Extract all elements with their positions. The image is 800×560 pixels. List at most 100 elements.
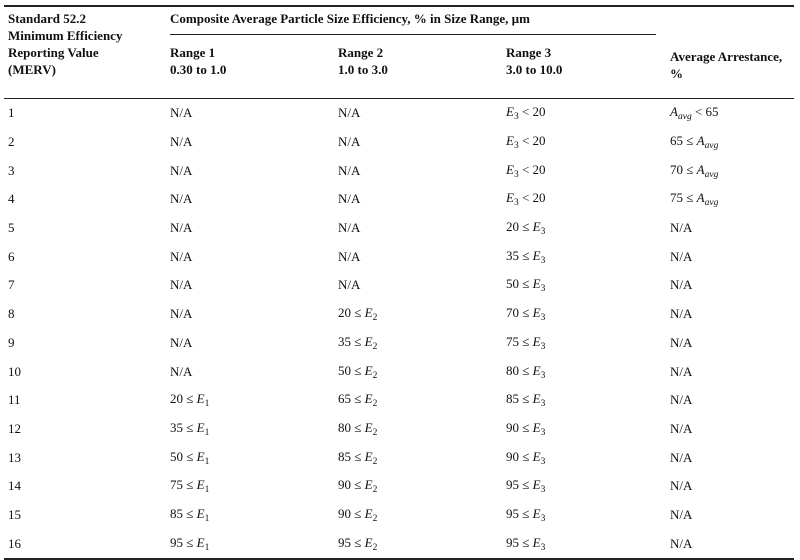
range2-cell: N/A [338,191,361,207]
range2-cell: 50 ≤ E2 [338,362,378,381]
table-row: 9 N/A 35 ≤ E2 75 ≤ E3 N/A [4,329,794,358]
merv-table: Standard 52.2 Minimum Efficiency Reporti… [4,5,795,560]
arrestance-column-header: Average Arrestance, % [662,6,794,99]
range3-cell: E3 < 20 [506,104,546,123]
arrestance-cell: N/A [670,449,693,465]
range3-cell: 95 ≤ E3 [506,477,546,496]
table-row: 2 N/A N/A E3 < 20 65 ≤ Aavg [4,128,794,157]
range2-cell: N/A [338,277,361,293]
range1-cell: N/A [170,162,193,178]
range2-cell: N/A [338,105,361,121]
range3-cell: 95 ≤ E3 [506,505,546,524]
arrestance-cell: N/A [670,420,693,436]
merv-cell: 11 [8,392,21,408]
merv-cell: 10 [8,363,21,379]
merv-cell: 13 [8,449,21,465]
range2-cell: N/A [338,220,361,236]
range1-cell: N/A [170,220,193,236]
range1-cell: 75 ≤ E1 [170,477,210,496]
range3-cell: 35 ≤ E3 [506,247,546,266]
range1-cell: N/A [170,248,193,264]
table-row: 4 N/A N/A E3 < 20 75 ≤ Aavg [4,185,794,214]
range3-cell: 90 ≤ E3 [506,448,546,467]
table-row: 5 N/A N/A 20 ≤ E3 N/A [4,214,794,243]
merv-cell: 5 [8,220,15,236]
range2-span: 1.0 to 3.0 [338,62,388,77]
arrestance-cell: N/A [670,277,693,293]
group-underline [170,33,657,35]
table-row: 3 N/A N/A E3 < 20 70 ≤ Aavg [4,156,794,185]
range2-cell: N/A [338,162,361,178]
arrestance-header-line: % [670,66,684,81]
table-row: 8 N/A 20 ≤ E2 70 ≤ E3 N/A [4,300,794,329]
table-body: 1 N/A N/A E3 < 20 Aavg < 65 2 N/A N/A E3 < 20 65 … [4,99,795,560]
table-row: 12 35 ≤ E1 80 ≤ E2 90 ≤ E3 N/A [4,415,794,444]
merv-cell: 12 [8,420,21,436]
merv-cell: 1 [8,105,15,121]
table-row: 11 20 ≤ E1 65 ≤ E2 85 ≤ E3 N/A [4,386,794,415]
range2-cell: 85 ≤ E2 [338,448,378,467]
merv-cell: 14 [8,478,21,494]
merv-cell: 4 [8,191,15,207]
range1-cell: 95 ≤ E1 [170,529,334,560]
range3-cell: E3 < 20 [506,190,546,209]
arrestance-cell: N/A [670,392,693,408]
range1-cell: N/A [170,105,193,121]
range1-cell: N/A [170,277,193,293]
range2-cell: 80 ≤ E2 [338,419,378,438]
range3-cell: 75 ≤ E3 [506,333,546,352]
range1-cell: N/A [170,334,193,350]
range2-cell: 90 ≤ E2 [338,505,378,524]
range1-title: Range 1 [170,45,216,60]
range2-cell: 20 ≤ E2 [338,305,378,324]
arrestance-cell: N/A [670,363,693,379]
range1-cell: 50 ≤ E1 [170,448,210,467]
table-row: 7 N/A N/A 50 ≤ E3 N/A [4,271,794,300]
standard-header-line: (MERV) [8,62,56,77]
range3-cell: 90 ≤ E3 [506,419,546,438]
table-row: 1 N/A N/A E3 < 20 Aavg < 65 [4,99,794,128]
range1-cell: N/A [170,134,193,150]
table-row: 14 75 ≤ E1 90 ≤ E2 95 ≤ E3 N/A [4,472,794,501]
range3-cell: E3 < 20 [506,161,546,180]
merv-cell: 3 [8,162,15,178]
efficiency-group-header: Composite Average Particle Size Efficien… [170,6,662,35]
range1-cell: N/A [170,191,193,207]
merv-cell: 16 [4,529,170,560]
range2-column-header: Range 2 1.0 to 3.0 [334,35,498,99]
arrestance-cell: N/A [670,506,693,522]
merv-cell: 15 [8,506,21,522]
range3-cell: 70 ≤ E3 [506,305,546,324]
arrestance-cell: Aavg < 65 [670,104,719,123]
arrestance-cell: N/A [670,334,693,350]
arrestance-cell: 75 ≤ Aavg [670,190,719,209]
range1-span: 0.30 to 1.0 [170,62,227,77]
range2-cell: N/A [338,248,361,264]
arrestance-cell: N/A [662,529,795,560]
range3-column-header: Range 3 3.0 to 10.0 [498,35,662,99]
range3-cell: E3 < 20 [506,133,546,152]
range2-cell: 35 ≤ E2 [338,333,378,352]
merv-cell: 7 [8,277,15,293]
arrestance-cell: 65 ≤ Aavg [670,133,719,152]
standard-header-line: Reporting Value [8,45,99,60]
range1-cell: N/A [170,306,193,322]
table-row: 16 95 ≤ E1 95 ≤ E2 95 ≤ E3 N/A [4,529,795,560]
standard-header-line: Standard 52.2 [8,11,87,26]
arrestance-cell: 70 ≤ Aavg [670,161,719,180]
range2-title: Range 2 [338,45,384,60]
range2-cell: N/A [338,134,361,150]
range1-cell: 35 ≤ E1 [170,419,210,438]
arrestance-cell: N/A [670,306,693,322]
range3-cell: 95 ≤ E3 [498,529,663,560]
range3-title: Range 3 [506,45,552,60]
table-row: 15 85 ≤ E1 90 ≤ E2 95 ≤ E3 N/A [4,501,794,530]
range1-cell: N/A [170,363,193,379]
arrestance-cell: N/A [670,248,693,264]
range3-cell: 85 ≤ E3 [506,391,546,410]
range2-cell: 65 ≤ E2 [338,391,378,410]
range3-cell: 20 ≤ E3 [506,219,546,238]
table-row: 6 N/A N/A 35 ≤ E3 N/A [4,242,794,271]
standard-header-line: Minimum Efficiency [8,28,123,43]
